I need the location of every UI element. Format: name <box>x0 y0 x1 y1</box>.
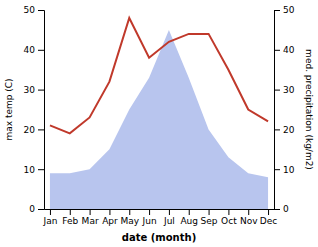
tick-label: 20 <box>283 125 295 135</box>
tick: Jan <box>43 209 58 226</box>
tick: Nov <box>240 209 258 226</box>
tick-label: Dec <box>260 216 277 226</box>
tick-label: 30 <box>283 85 295 95</box>
tick-mark <box>189 209 190 215</box>
tick-label: Sep <box>201 216 218 226</box>
tick-label: Oct <box>221 216 237 226</box>
tick-label: Jul <box>163 216 175 226</box>
tick-mark <box>50 209 51 215</box>
tick-mark <box>274 169 280 170</box>
tick-mark <box>274 209 280 210</box>
tick: 20 <box>274 125 295 135</box>
tick-mark <box>38 169 44 170</box>
tick-label: 10 <box>24 165 36 175</box>
area <box>50 30 268 209</box>
tick-mark <box>70 209 71 215</box>
y2-axis-title: med. precipitation (kg/m2) <box>304 49 314 170</box>
tick: Jun <box>142 209 157 226</box>
tick-label: 20 <box>24 125 36 135</box>
tick-label: 50 <box>283 5 295 15</box>
tick: Apr <box>102 209 118 226</box>
tick: Feb <box>62 209 78 226</box>
tick-label: Feb <box>62 216 78 226</box>
tick-mark <box>109 209 110 215</box>
tick-mark <box>209 209 210 215</box>
tick-mark <box>129 209 130 215</box>
tick-mark <box>38 50 44 51</box>
tick: Aug <box>180 209 198 226</box>
tick-mark <box>169 209 170 215</box>
y-axis-title: max temp (C) <box>4 78 14 140</box>
tick: 30 <box>24 85 44 95</box>
chart: Jan Feb MarAprMayJun Jul AugSepOctNovDec 0 10 2… <box>0 0 318 247</box>
tick-mark <box>149 209 150 215</box>
tick-mark <box>274 10 280 11</box>
tick-label: Mar <box>82 216 99 226</box>
tick: 10 <box>24 165 44 175</box>
tick-mark <box>90 209 91 215</box>
tick: 20 <box>24 125 44 135</box>
x-axis: Jan Feb MarAprMayJun Jul AugSepOctNovDec <box>43 209 278 226</box>
axis-line <box>45 209 275 210</box>
tick-label: Nov <box>240 216 258 226</box>
tick-mark <box>274 50 280 51</box>
tick-mark <box>38 10 44 11</box>
tick: 40 <box>24 45 44 55</box>
tick: Mar <box>82 209 99 226</box>
line <box>50 18 268 133</box>
tick-mark <box>228 209 229 215</box>
tick-mark <box>274 129 280 130</box>
y2-axis: 0 10 20 30 40 50 <box>274 5 295 214</box>
tick-label: 50 <box>24 5 36 15</box>
tick-mark <box>268 209 269 215</box>
tick: 10 <box>274 165 295 175</box>
tick-label: 40 <box>283 45 295 55</box>
marks <box>50 18 268 209</box>
tick-label: 40 <box>24 45 36 55</box>
tick: Oct <box>221 209 237 226</box>
tick-label: Aug <box>180 216 198 226</box>
tick-mark <box>38 209 44 210</box>
tick-mark <box>38 129 44 130</box>
tick-label: 0 <box>29 204 35 214</box>
x-axis-title: date (month) <box>122 232 196 243</box>
tick-mark <box>248 209 249 215</box>
y-axis: 0 10 20 30 40 50 <box>24 5 45 214</box>
tick-label: May <box>120 216 139 226</box>
tick-label: Jun <box>142 216 157 226</box>
axis-line <box>38 11 45 210</box>
tick: 50 <box>274 5 295 15</box>
tick-label: 30 <box>24 85 36 95</box>
tick: 0 <box>274 204 289 214</box>
tick-label: Apr <box>102 216 118 226</box>
tick: Dec <box>260 209 277 226</box>
tick-label: Jan <box>43 216 58 226</box>
axis-line <box>275 11 281 210</box>
plot: Jan Feb MarAprMayJun Jul AugSepOctNovDec 0 10 2… <box>4 5 314 243</box>
tick-label: 10 <box>283 165 295 175</box>
tick: May <box>120 209 139 226</box>
tick-label: 0 <box>283 204 289 214</box>
tick: 50 <box>24 5 44 15</box>
tick: Jul <box>163 209 175 226</box>
tick: Sep <box>201 209 218 226</box>
tick-mark <box>274 90 280 91</box>
tick: 30 <box>274 85 295 95</box>
tick: 40 <box>274 45 295 55</box>
tick-mark <box>38 90 44 91</box>
tick: 0 <box>29 204 44 214</box>
